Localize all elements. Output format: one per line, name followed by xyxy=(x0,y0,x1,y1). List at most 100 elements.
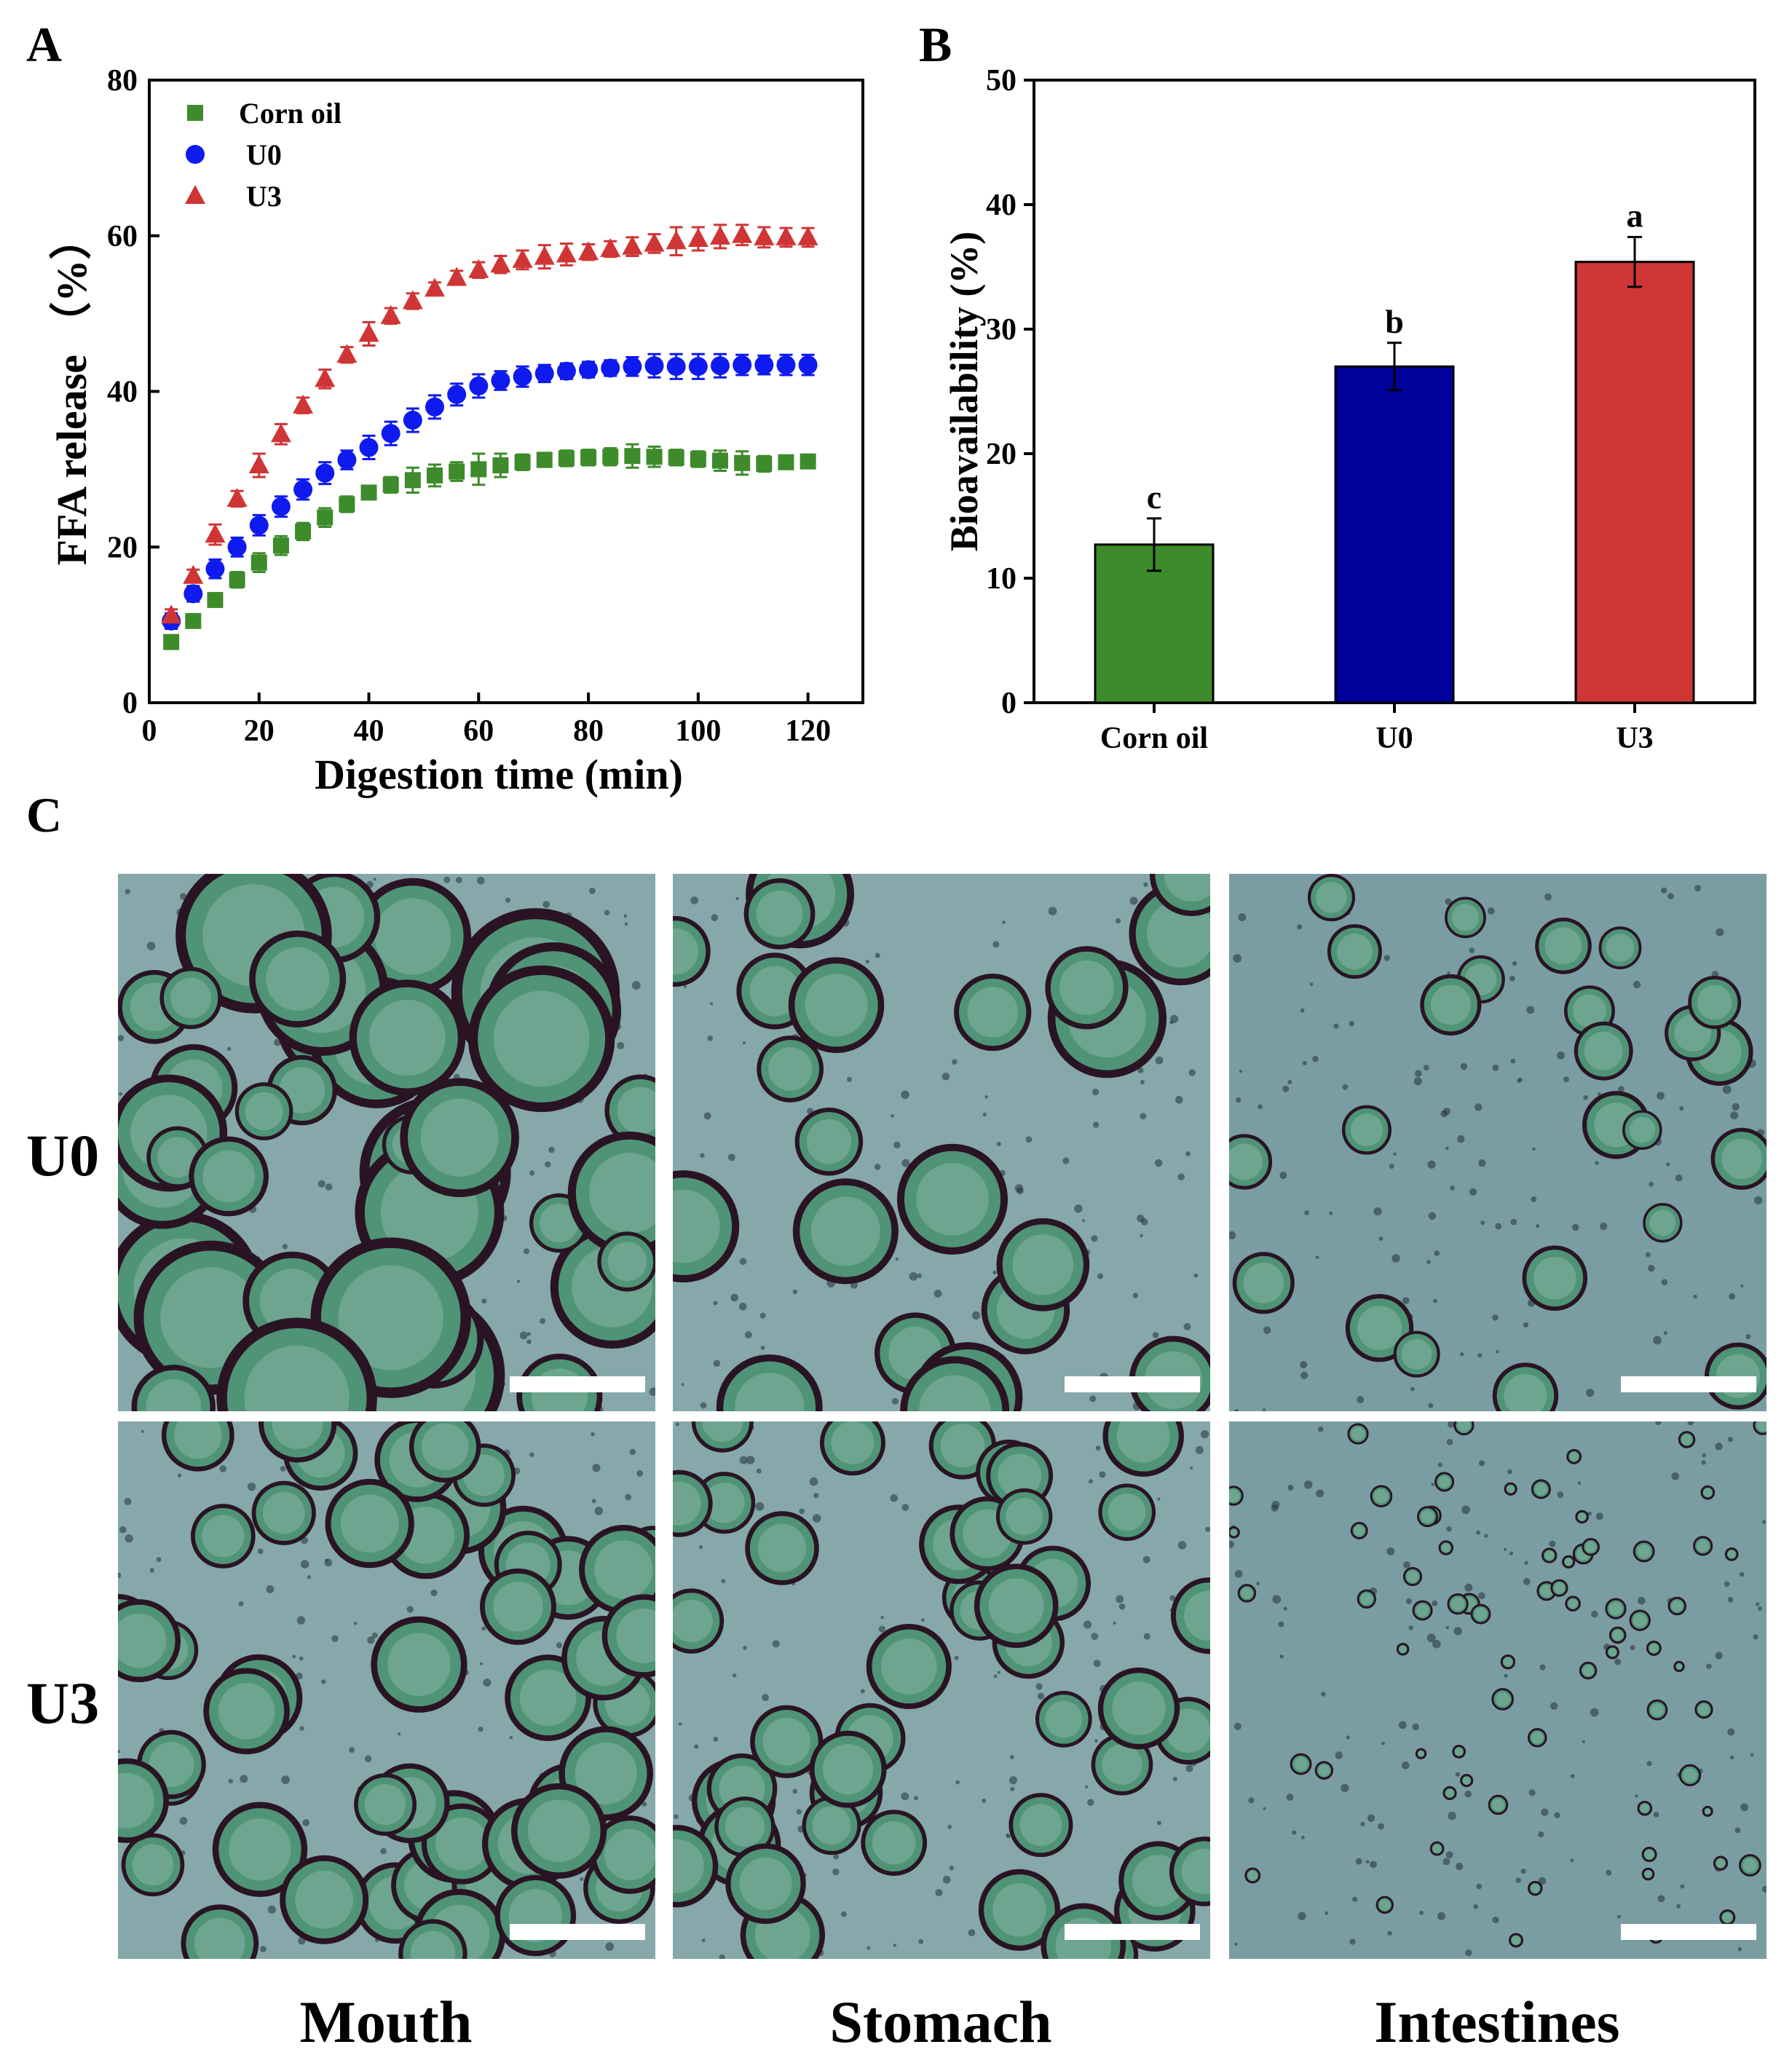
droplet-highlight xyxy=(1462,1776,1471,1785)
small-particle xyxy=(739,1258,747,1266)
legend-label: U3 xyxy=(246,180,282,213)
small-particle xyxy=(1595,1512,1603,1520)
scale-bar xyxy=(1065,1376,1200,1392)
small-particle xyxy=(1729,1755,1734,1760)
small-particle xyxy=(1702,1453,1706,1458)
oil-droplet xyxy=(794,1107,864,1176)
small-particle xyxy=(1750,1753,1754,1757)
droplet-highlight xyxy=(1229,1143,1263,1180)
oil-droplet xyxy=(1574,1021,1633,1081)
small-particle xyxy=(331,1635,339,1643)
small-particle xyxy=(1062,1157,1070,1164)
oil-droplet xyxy=(1531,1479,1551,1499)
oil-droplet xyxy=(1646,1699,1668,1721)
oil-droplet xyxy=(866,1623,952,1710)
micrograph-u3-intestines xyxy=(1229,1421,1767,1959)
small-particle xyxy=(1142,1555,1150,1563)
small-particle xyxy=(629,1448,636,1456)
droplet-highlight xyxy=(1418,1750,1424,1757)
droplet-highlight xyxy=(1445,1788,1454,1798)
small-particle xyxy=(891,1397,899,1405)
small-particle xyxy=(1656,1092,1665,1100)
small-particle xyxy=(1115,918,1121,924)
small-particle xyxy=(694,1744,699,1749)
small-particle xyxy=(642,1802,647,1807)
droplet-highlight xyxy=(118,1772,154,1829)
small-particle xyxy=(1722,1085,1732,1094)
small-particle xyxy=(1116,1595,1124,1604)
small-particle xyxy=(1630,1645,1635,1651)
data-point xyxy=(449,463,465,480)
oil-droplet xyxy=(896,1143,1008,1255)
small-particle xyxy=(625,1494,632,1501)
small-particle xyxy=(1510,1058,1516,1064)
droplet-highlight xyxy=(1357,1306,1402,1351)
small-particle xyxy=(799,1508,805,1515)
oil-droplet xyxy=(597,1231,655,1292)
small-particle xyxy=(146,942,156,950)
small-particle xyxy=(1304,1210,1310,1215)
micrograph-u3-stomach xyxy=(673,1421,1210,1959)
small-particle xyxy=(228,1778,233,1784)
small-particle xyxy=(942,1876,951,1884)
small-particle xyxy=(1635,1794,1638,1798)
small-particle xyxy=(1433,1298,1437,1303)
x-tick-label: 80 xyxy=(573,714,604,748)
small-particle xyxy=(1679,1106,1684,1111)
small-particle xyxy=(1734,1827,1741,1834)
data-point xyxy=(556,361,576,381)
small-particle xyxy=(1360,1821,1365,1827)
small-particle xyxy=(1541,1808,1549,1816)
droplet-highlight xyxy=(805,974,868,1037)
small-particle xyxy=(732,1673,737,1678)
small-particle xyxy=(1524,1561,1528,1565)
oil-droplet xyxy=(1169,1837,1210,1906)
small-particle xyxy=(1520,1869,1526,1874)
small-particle xyxy=(1476,1883,1483,1890)
data-point xyxy=(183,584,203,604)
droplet-highlight xyxy=(1451,904,1480,931)
small-particle xyxy=(226,1046,232,1052)
small-particle xyxy=(742,1041,746,1045)
data-point xyxy=(644,356,664,376)
droplet-highlight xyxy=(673,1839,704,1893)
small-particle xyxy=(1484,1534,1488,1538)
oil-droplet xyxy=(480,1568,556,1645)
small-particle xyxy=(918,1938,924,1944)
x-tick-label: U3 xyxy=(1616,722,1653,755)
small-particle xyxy=(1009,1754,1014,1759)
droplet-highlight xyxy=(1553,1582,1565,1594)
small-particle xyxy=(880,1616,884,1620)
small-particle xyxy=(325,1183,333,1191)
small-particle xyxy=(760,1346,765,1350)
small-particle xyxy=(1309,982,1314,987)
data-point xyxy=(534,363,554,383)
data-point xyxy=(360,484,377,501)
small-particle xyxy=(700,1402,707,1409)
data-point xyxy=(358,323,379,342)
oil-droplet xyxy=(398,1919,467,1959)
small-particle xyxy=(1300,1835,1305,1839)
bar xyxy=(1334,365,1455,704)
oil-droplet xyxy=(1415,1748,1427,1759)
oil-droplet xyxy=(1045,946,1129,1030)
small-particle xyxy=(1727,1728,1735,1736)
small-particle xyxy=(529,1170,535,1176)
small-particle xyxy=(1675,1174,1683,1182)
small-particle xyxy=(280,1466,286,1472)
oil-droplet xyxy=(673,915,711,987)
small-particle xyxy=(1321,1692,1326,1697)
droplet-highlight xyxy=(1578,1512,1587,1521)
oil-droplet xyxy=(1491,1688,1514,1711)
scale-bar xyxy=(1621,1924,1756,1940)
small-particle xyxy=(1737,1946,1742,1952)
small-particle xyxy=(649,1387,655,1396)
small-particle xyxy=(1476,1530,1481,1535)
oil-droplet xyxy=(1416,1506,1438,1528)
small-particle xyxy=(605,1942,615,1952)
oil-droplet xyxy=(1629,1609,1651,1631)
data-point xyxy=(337,450,357,470)
small-particle xyxy=(1761,1520,1767,1524)
droplet-highlight xyxy=(1181,1848,1210,1895)
micrograph-u0-intestines xyxy=(1229,874,1767,1411)
